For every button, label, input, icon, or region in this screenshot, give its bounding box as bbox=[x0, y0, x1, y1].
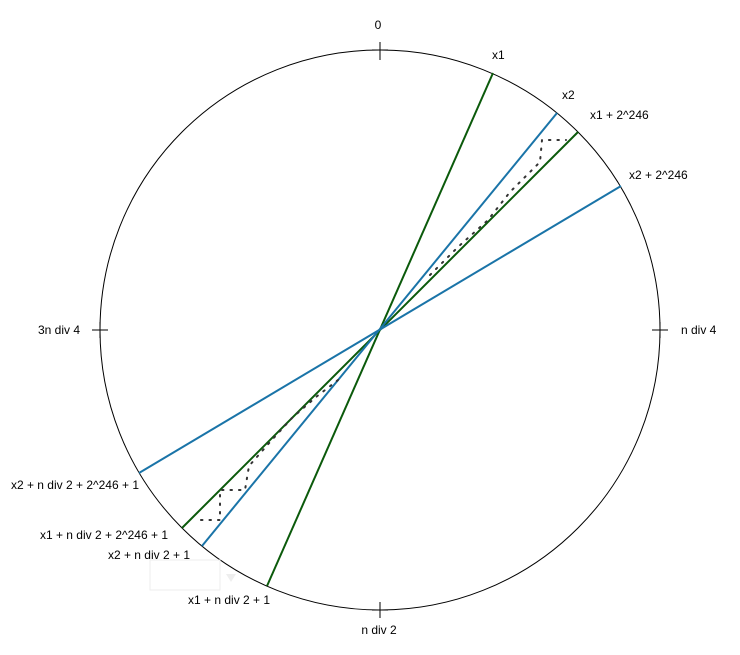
label-x1: x1 bbox=[492, 48, 505, 62]
dotted-region-lower bbox=[193, 379, 339, 521]
label-x2: x2 bbox=[562, 88, 575, 102]
label-3n-div-4: 3n div 4 bbox=[38, 323, 80, 337]
label-x2-plus: x2 + 2^246 bbox=[629, 168, 688, 182]
dotted-region-upper bbox=[429, 139, 567, 276]
faint-box bbox=[149, 559, 221, 591]
label-n-div-4: n div 4 bbox=[681, 323, 717, 337]
label-x1-opp: x1 + n div 2 + 1 bbox=[188, 593, 270, 607]
label-x1-opp-plus: x1 + n div 2 + 2^246 + 1 bbox=[40, 528, 168, 542]
label-x1-plus: x1 + 2^246 bbox=[590, 108, 649, 122]
label-x2-opp-plus: x2 + n div 2 + 2^246 + 1 bbox=[11, 478, 139, 492]
faint-arrow-icon bbox=[226, 574, 236, 582]
label-zero: 0 bbox=[375, 18, 382, 32]
label-n-div-2: n div 2 bbox=[361, 623, 397, 637]
line-x2-plus bbox=[138, 185, 622, 474]
label-x2-opp: x2 + n div 2 + 1 bbox=[108, 548, 190, 562]
